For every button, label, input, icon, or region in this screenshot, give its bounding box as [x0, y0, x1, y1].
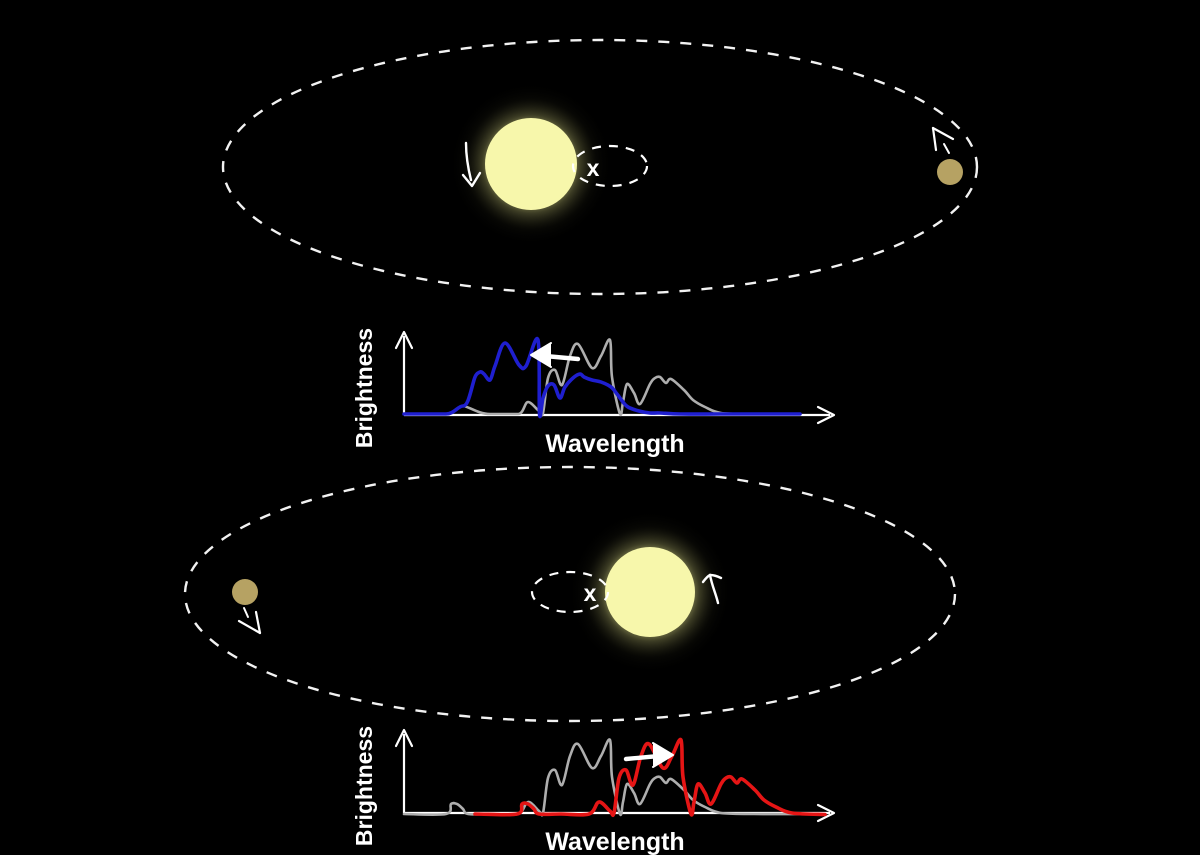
- svg-text:x: x: [587, 155, 600, 181]
- svg-text:Brightness: Brightness: [351, 328, 377, 448]
- svg-text:Wavelength: Wavelength: [545, 828, 684, 855]
- svg-text:Wavelength: Wavelength: [545, 430, 684, 458]
- svg-text:Brightness: Brightness: [351, 726, 377, 846]
- svg-text:x: x: [584, 580, 597, 606]
